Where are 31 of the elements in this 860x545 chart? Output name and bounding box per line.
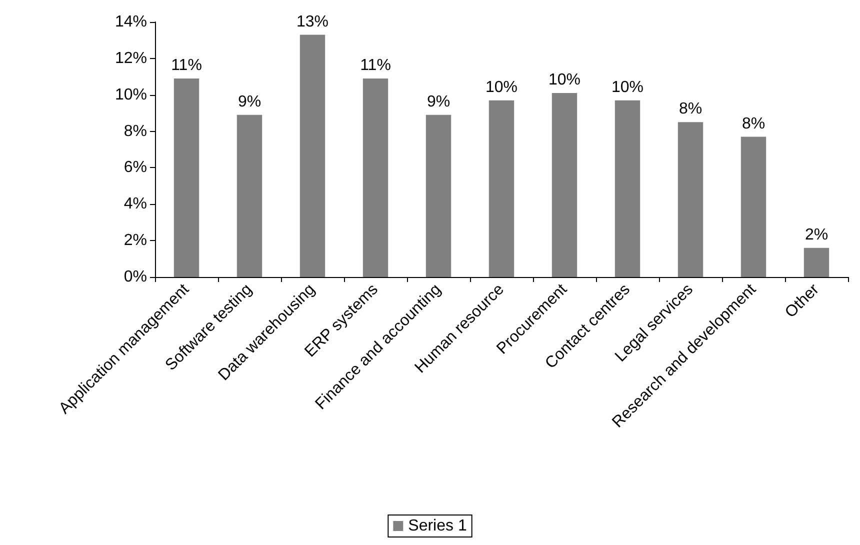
data-label: 10% [611, 78, 644, 96]
data-label: 2% [804, 226, 828, 244]
legend-label: Series 1 [408, 518, 467, 534]
data-label: 9% [426, 93, 450, 110]
bar [236, 114, 262, 277]
data-label: 10% [485, 78, 518, 96]
bar [174, 78, 200, 277]
y-tick-label: 2% [124, 232, 147, 250]
data-label: 10% [548, 72, 581, 89]
y-tick-label: 10% [114, 86, 147, 104]
bar [426, 114, 452, 277]
data-label: 11% [360, 56, 391, 74]
data-label: 9% [238, 93, 262, 110]
y-tick-label: 12% [114, 50, 147, 67]
bar [488, 100, 514, 277]
data-label: 11% [171, 56, 202, 74]
bar [614, 100, 640, 277]
bar [552, 93, 578, 277]
y-tick-label: 14% [114, 14, 147, 30]
bar [740, 136, 766, 277]
bar [678, 122, 704, 277]
data-label: 13% [296, 13, 329, 30]
data-label: 8% [678, 100, 702, 118]
y-tick-label: 8% [124, 122, 147, 140]
bar [300, 34, 326, 277]
y-tick-label: 4% [124, 196, 147, 213]
data-label: 8% [742, 115, 766, 132]
y-tick-label: 0% [124, 268, 147, 286]
y-tick-label: 6% [124, 159, 147, 176]
bar [362, 78, 388, 277]
bar [804, 248, 830, 277]
